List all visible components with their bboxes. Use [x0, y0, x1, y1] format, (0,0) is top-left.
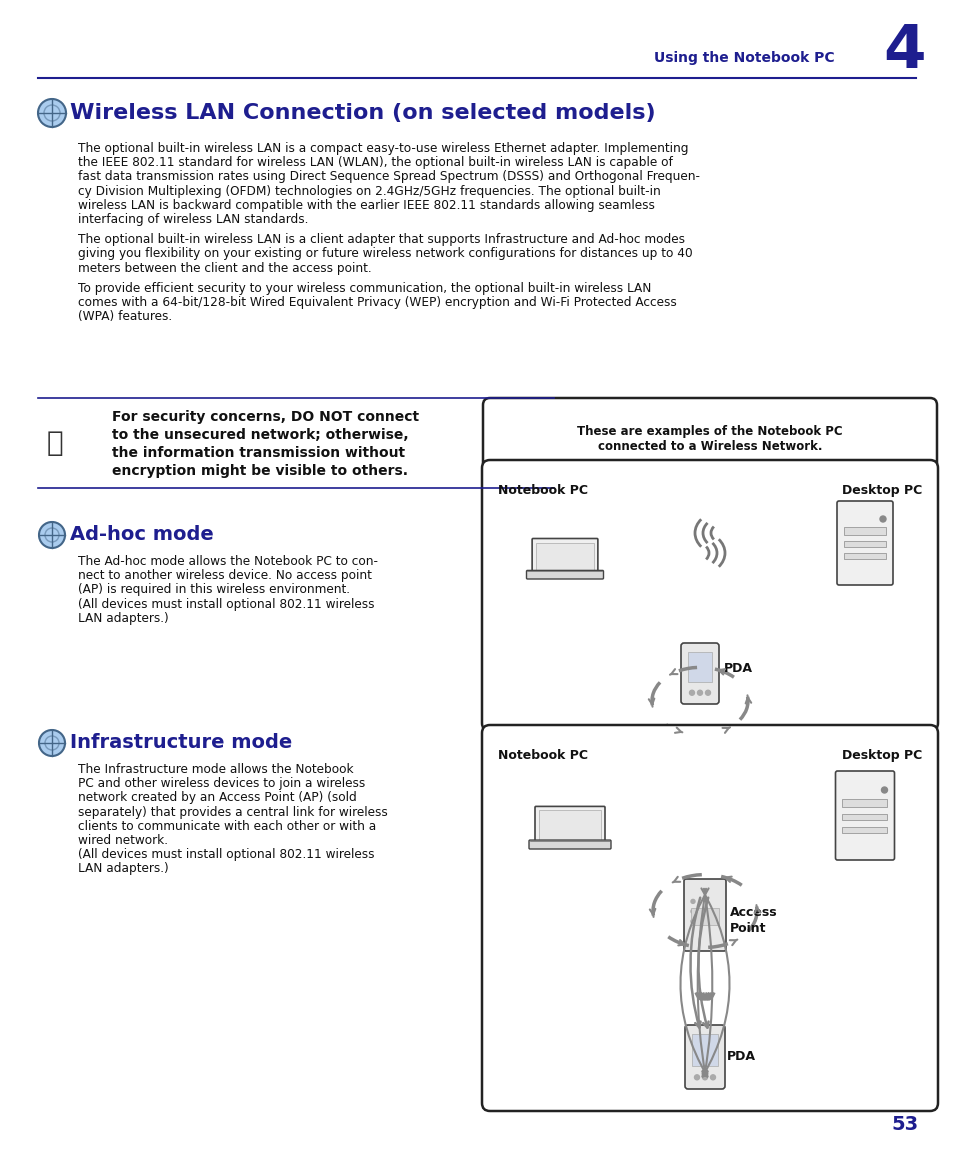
Text: Wireless LAN Connection (on selected models): Wireless LAN Connection (on selected mod…: [70, 103, 655, 123]
Text: PC and other wireless devices to join a wireless: PC and other wireless devices to join a …: [78, 777, 365, 791]
Text: fast data transmission rates using Direct Sequence Spread Spectrum (DSSS) and Or: fast data transmission rates using Direc…: [78, 170, 700, 184]
Text: The optional built-in wireless LAN is a client adapter that supports Infrastruct: The optional built-in wireless LAN is a …: [78, 233, 684, 246]
Text: giving you flexibility on your existing or future wireless network configuration: giving you flexibility on your existing …: [78, 247, 692, 261]
Text: Infrastructure mode: Infrastructure mode: [70, 733, 292, 753]
Text: For security concerns, DO NOT connect: For security concerns, DO NOT connect: [112, 410, 418, 424]
Bar: [538, 810, 600, 842]
Circle shape: [39, 730, 65, 756]
Circle shape: [690, 909, 695, 913]
Bar: [687, 651, 711, 681]
Circle shape: [881, 787, 886, 793]
Circle shape: [694, 1074, 699, 1080]
Text: Notebook PC: Notebook PC: [497, 484, 587, 498]
FancyBboxPatch shape: [481, 460, 937, 731]
Circle shape: [697, 691, 701, 695]
Text: connected to a Wireless Network.: connected to a Wireless Network.: [598, 440, 821, 453]
Text: (All devices must install optional 802.11 wireless: (All devices must install optional 802.1…: [78, 597, 375, 610]
FancyBboxPatch shape: [683, 879, 725, 951]
FancyBboxPatch shape: [532, 539, 598, 577]
Text: separately) that provides a central link for wireless: separately) that provides a central link…: [78, 805, 387, 818]
Bar: [841, 826, 886, 833]
Text: The Ad-hoc mode allows the Notebook PC to con-: The Ad-hoc mode allows the Notebook PC t…: [78, 555, 377, 568]
Text: Using the Notebook PC: Using the Notebook PC: [654, 51, 834, 65]
Text: wireless LAN is backward compatible with the earlier IEEE 802.11 standards allow: wireless LAN is backward compatible with…: [78, 199, 654, 211]
Text: (All devices must install optional 802.11 wireless: (All devices must install optional 802.1…: [78, 848, 375, 862]
Circle shape: [701, 1074, 707, 1080]
Circle shape: [879, 516, 885, 522]
Text: LAN adapters.): LAN adapters.): [78, 863, 169, 876]
Text: Ad-hoc mode: Ad-hoc mode: [70, 525, 213, 545]
Circle shape: [39, 522, 65, 548]
Text: the IEEE 802.11 standard for wireless LAN (WLAN), the optional built-in wireless: the IEEE 802.11 standard for wireless LA…: [78, 156, 672, 169]
Circle shape: [710, 1074, 715, 1080]
Bar: [843, 527, 885, 535]
FancyBboxPatch shape: [529, 840, 610, 849]
Circle shape: [690, 900, 695, 903]
FancyBboxPatch shape: [481, 725, 937, 1111]
Text: Desktop PC: Desktop PC: [841, 749, 921, 762]
Bar: [690, 908, 719, 925]
Text: clients to communicate with each other or with a: clients to communicate with each other o…: [78, 819, 375, 833]
Text: (AP) is required in this wireless environment.: (AP) is required in this wireless enviro…: [78, 584, 350, 596]
Text: Access
Point: Access Point: [729, 907, 777, 935]
Text: encryption might be visible to others.: encryption might be visible to others.: [112, 464, 408, 478]
FancyBboxPatch shape: [680, 643, 719, 704]
Bar: [536, 542, 594, 572]
Text: LAN adapters.): LAN adapters.): [78, 611, 169, 625]
Bar: [691, 1034, 718, 1066]
Text: network created by an Access Point (AP) (sold: network created by an Access Point (AP) …: [78, 792, 356, 804]
FancyBboxPatch shape: [526, 570, 603, 579]
Text: the information transmission without: the information transmission without: [112, 446, 405, 460]
Text: ✋: ✋: [47, 429, 63, 457]
Text: To provide efficient security to your wireless communication, the optional built: To provide efficient security to your wi…: [78, 282, 651, 295]
FancyBboxPatch shape: [835, 771, 894, 859]
Text: Notebook PC: Notebook PC: [497, 749, 587, 762]
Text: The optional built-in wireless LAN is a compact easy-to-use wireless Ethernet ad: The optional built-in wireless LAN is a …: [78, 142, 688, 155]
Text: comes with a 64-bit/128-bit Wired Equivalent Privacy (WEP) encryption and Wi-Fi : comes with a 64-bit/128-bit Wired Equiva…: [78, 296, 676, 309]
Bar: [841, 799, 886, 807]
Text: meters between the client and the access point.: meters between the client and the access…: [78, 262, 372, 275]
Text: PDA: PDA: [726, 1049, 755, 1063]
Circle shape: [689, 691, 694, 695]
Bar: [843, 541, 885, 547]
FancyBboxPatch shape: [684, 1025, 724, 1089]
Text: 4: 4: [882, 23, 925, 82]
Text: Desktop PC: Desktop PC: [841, 484, 921, 498]
Text: wired network.: wired network.: [78, 834, 168, 847]
Text: cy Division Multiplexing (OFDM) technologies on 2.4GHz/5GHz frequencies. The opt: cy Division Multiplexing (OFDM) technolo…: [78, 185, 660, 198]
Text: to the unsecured network; otherwise,: to the unsecured network; otherwise,: [112, 427, 408, 442]
Bar: [843, 553, 885, 560]
FancyBboxPatch shape: [482, 398, 936, 470]
Text: 53: 53: [890, 1116, 918, 1134]
Text: (WPA) features.: (WPA) features.: [78, 310, 172, 323]
Text: nect to another wireless device. No access point: nect to another wireless device. No acce…: [78, 569, 372, 583]
Bar: [841, 813, 886, 819]
Circle shape: [690, 919, 695, 924]
FancyBboxPatch shape: [836, 501, 892, 585]
Circle shape: [38, 99, 66, 128]
Text: interfacing of wireless LAN standards.: interfacing of wireless LAN standards.: [78, 213, 308, 226]
Text: PDA: PDA: [723, 662, 752, 674]
Text: These are examples of the Notebook PC: These are examples of the Notebook PC: [577, 425, 841, 438]
FancyBboxPatch shape: [535, 807, 604, 846]
Text: The Infrastructure mode allows the Notebook: The Infrastructure mode allows the Noteb…: [78, 763, 354, 776]
Circle shape: [705, 691, 710, 695]
